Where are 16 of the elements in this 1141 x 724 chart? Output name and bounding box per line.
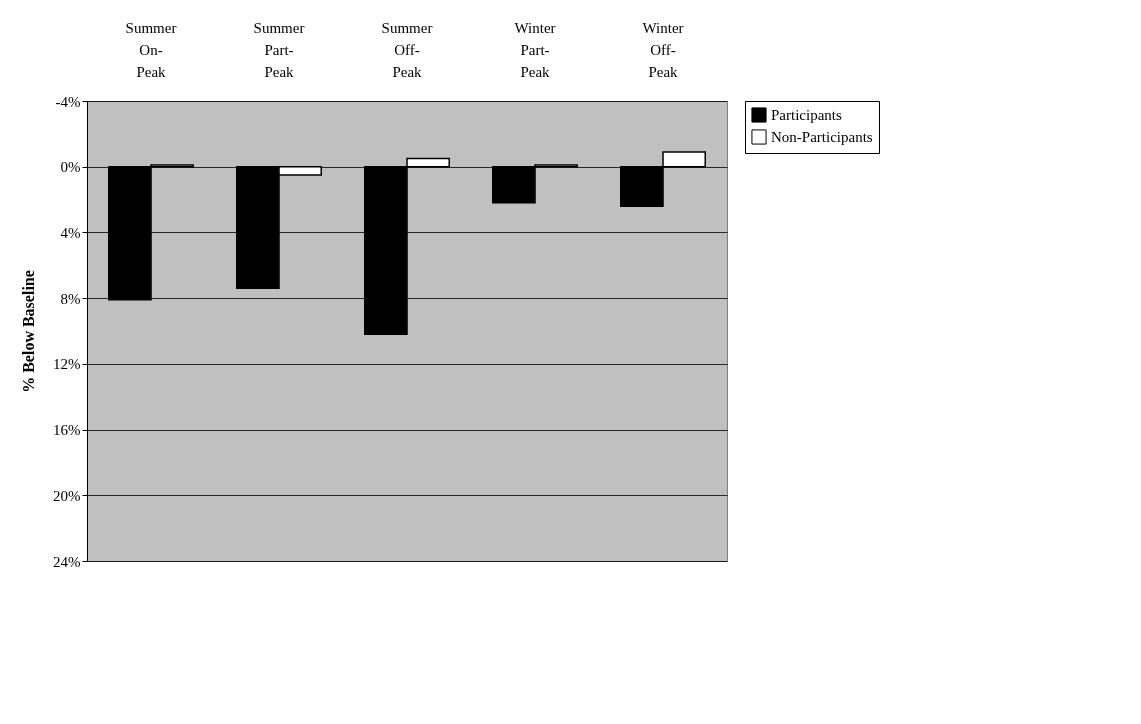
y-tick-label: 20% [53, 487, 81, 504]
y-tick-label: 8% [60, 290, 81, 307]
x-tick-label: Summer Off-Peak [381, 19, 433, 80]
y-axis-title: % Below Baseline [20, 270, 37, 393]
y-tick-label: 12% [53, 356, 81, 373]
y-tick-label: 0% [60, 159, 81, 176]
y-tick-label: -4% [55, 93, 81, 110]
y-tick-label: 4% [60, 224, 81, 241]
y-tick-label: 16% [53, 422, 81, 439]
x-tick-label: Winter Part-Peak [514, 19, 556, 80]
x-tick-label: Summer Part-Peak [253, 19, 305, 80]
legend-label: Participants [771, 107, 842, 123]
legend-label: Non-Participants [771, 129, 873, 145]
y-tick-label: 24% [53, 553, 81, 570]
x-tick-label: Summer On-Peak [125, 19, 177, 80]
x-tick-label: Winter Off-Peak [642, 19, 684, 80]
